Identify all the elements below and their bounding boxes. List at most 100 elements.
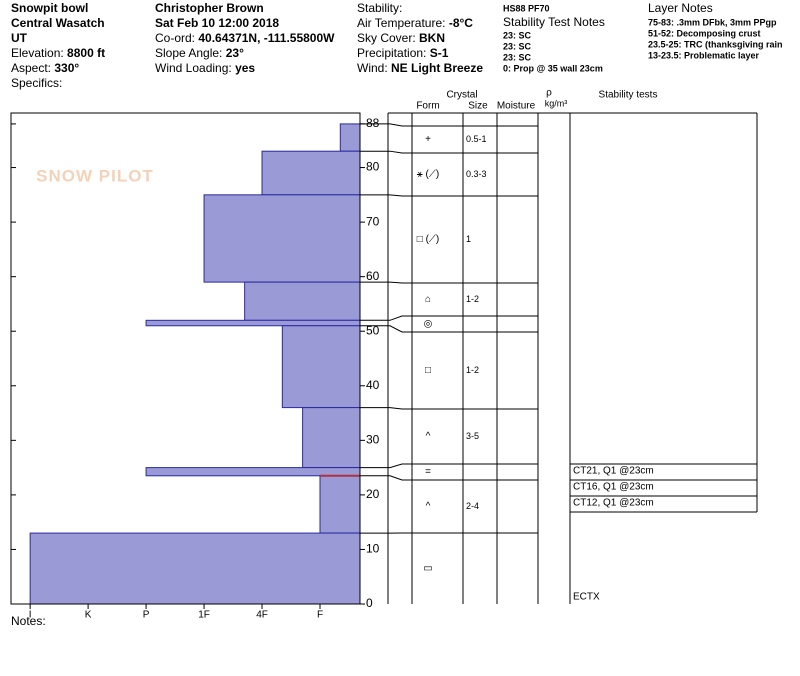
text-part: Elevation: (11, 46, 67, 60)
grain-size: 3-5 (466, 431, 479, 441)
grain-form: □ (⟋) (417, 234, 439, 245)
col-header: Crystal (446, 90, 477, 101)
text-part: yes (235, 61, 255, 75)
text-part: 330° (54, 61, 79, 75)
y-tick-label: 60 (366, 269, 380, 283)
header-field: Slope Angle: 23° (155, 46, 244, 60)
hardness-bar (339, 123, 361, 152)
header-field: Precipitation: S-1 (357, 46, 449, 60)
y-tick-label: 80 (366, 160, 380, 174)
text-part: Co-ord: (155, 31, 198, 45)
header-field: Elevation: 8800 ft (11, 46, 105, 60)
hardness-bar (244, 281, 361, 321)
text-part: Wind Loading: (155, 61, 235, 75)
layer-connector (360, 325, 412, 333)
grain-size: 2-4 (466, 501, 479, 511)
layer-connector (360, 407, 412, 410)
header-text: Christopher Brown (155, 1, 264, 15)
col-header: Form (416, 101, 439, 112)
grain-size: 0.5-1 (466, 134, 487, 144)
layer-connector (360, 315, 412, 321)
y-tick-label: 50 (366, 323, 380, 337)
header-text: UT (11, 31, 28, 45)
text-part: Aspect: (11, 61, 54, 75)
hardness-bar (29, 532, 361, 605)
text-part: 8800 ft (67, 46, 105, 60)
grain-form: ◎ (424, 319, 433, 330)
header-text: Central Wasatch (11, 16, 105, 30)
hardness-bar (281, 325, 361, 409)
stability-note: 23: SC (503, 52, 532, 62)
y-tick-label: 88 (366, 116, 380, 130)
grain-form: + (425, 134, 431, 145)
layer-connector (360, 463, 412, 469)
col-header: kg/m³ (545, 98, 568, 108)
header-field: Wind: NE Light Breeze (357, 61, 483, 75)
x-tick-label: F (317, 610, 323, 621)
header-text: Stability: (357, 1, 402, 15)
text-part: Sky Cover: (357, 31, 419, 45)
text-part: 40.64371N, -111.55800W (198, 31, 335, 45)
x-tick-label: K (85, 610, 92, 621)
y-tick-label: 70 (366, 214, 380, 228)
col-header: ρ (546, 88, 552, 99)
stability-note: 0: Prop @ 35 wall 23cm (503, 63, 603, 73)
grain-size: 1-2 (466, 365, 479, 375)
grain-size: 0.3-3 (466, 169, 487, 179)
layer-notes-title: Layer Notes (648, 1, 713, 15)
hardness-bar (261, 150, 361, 196)
y-tick-label: 10 (366, 542, 380, 556)
plot-frame (10, 112, 361, 605)
header-field: Air Temperature: -8°C (357, 16, 473, 30)
y-tick-label: 30 (366, 433, 380, 447)
logo: SNOW PILOT (36, 166, 154, 185)
y-tick-label: 20 (366, 487, 380, 501)
grain-form: ⌂ (425, 294, 431, 305)
text-part: Air Temperature: (357, 16, 449, 30)
hardness-bar (145, 319, 361, 327)
col-header: Size (468, 101, 488, 112)
layer-connector (360, 194, 412, 197)
col-header: Stability tests (599, 90, 658, 101)
x-tick-label: 1F (198, 610, 210, 621)
hardness-bar (145, 467, 361, 477)
text-part: NE Light Breeze (391, 61, 483, 75)
y-tick-label: 0 (366, 596, 373, 610)
header-text: Snowpit bowl (11, 1, 88, 15)
header-text: Specifics: (11, 76, 62, 90)
text-part: Precipitation: (357, 46, 430, 60)
grain-form: = (425, 467, 431, 478)
y-tick-label: 40 (366, 378, 380, 392)
grain-size: 1 (466, 234, 471, 244)
grain-form: ^ (426, 431, 431, 442)
text-part: BKN (419, 31, 445, 45)
x-tick-label: 4F (256, 610, 268, 621)
header-field: Co-ord: 40.64371N, -111.55800W (155, 31, 335, 45)
hardness-bar (203, 194, 361, 283)
layer-connector (360, 281, 412, 284)
header-field: Sky Cover: BKN (357, 31, 445, 45)
stability-notes-title: Stability Test Notes (503, 15, 605, 29)
grain-form: ⚹ (⟋) (417, 169, 439, 180)
grain-form: ▭ (423, 563, 432, 574)
layer-note: 75-83: .3mm DFbk, 3mm PPgp (648, 17, 777, 27)
layer-connector (360, 123, 412, 127)
hs-label: HS88 PF70 (503, 3, 550, 13)
x-tick-label: P (143, 610, 150, 621)
stability-note: 23: SC (503, 30, 532, 40)
layer-connector (360, 475, 412, 481)
text-part: S-1 (430, 46, 449, 60)
layer-note: 23.5-25: TRC (thanksgiving rain (648, 39, 783, 49)
stability-test: ECTX (573, 592, 600, 603)
layer-note: 13-23.5: Problematic layer (648, 50, 760, 60)
layer-connector (360, 150, 412, 154)
stability-note: 23: SC (503, 41, 532, 51)
text-part: Slope Angle: (155, 46, 226, 60)
grain-form: ^ (426, 501, 431, 512)
header-field: Wind Loading: yes (155, 61, 255, 75)
header-text: Sat Feb 10 12:00 2018 (155, 16, 279, 30)
layer-note: 51-52: Decomposing crust (648, 28, 761, 38)
stability-test: CT12, Q1 @23cm (573, 498, 654, 509)
hardness-bar (319, 475, 361, 534)
